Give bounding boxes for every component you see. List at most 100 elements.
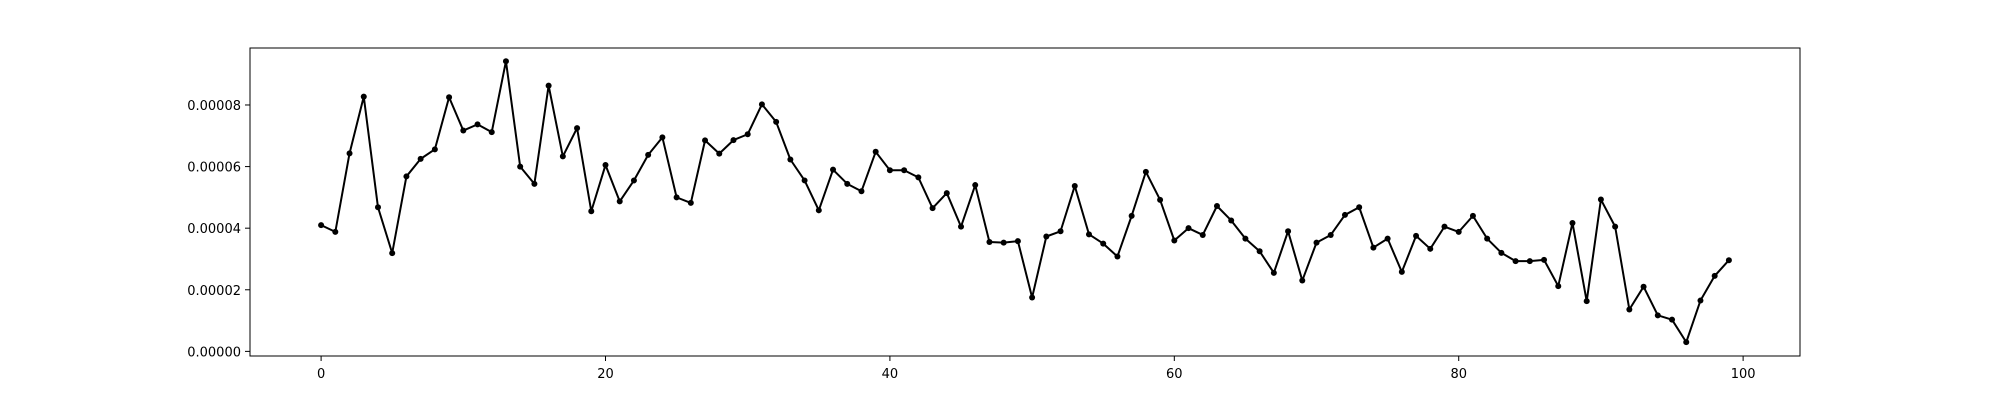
- data-point: [886, 167, 893, 174]
- data-point: [517, 163, 524, 170]
- x-tick-label: 80: [1450, 367, 1467, 382]
- data-point: [1498, 249, 1505, 256]
- data-point: [1398, 268, 1405, 275]
- data-point: [659, 134, 666, 141]
- data-point: [929, 205, 936, 212]
- data-point: [1512, 258, 1519, 265]
- data-point: [1142, 168, 1149, 175]
- data-point: [702, 137, 709, 144]
- data-point: [446, 94, 453, 101]
- data-point: [958, 223, 965, 230]
- y-axis-ticks: 0.00000 0.00002 0.00004 0.00006 0.00008: [187, 99, 250, 360]
- data-point: [502, 58, 509, 65]
- data-point: [744, 131, 751, 138]
- data-point: [403, 173, 410, 180]
- x-tick-label: 60: [1166, 367, 1183, 382]
- data-point: [574, 125, 581, 132]
- data-point: [645, 151, 652, 158]
- data-point: [1299, 277, 1306, 284]
- data-point: [1185, 225, 1192, 232]
- data-point: [1228, 217, 1235, 224]
- data-point: [1569, 219, 1576, 226]
- data-point: [1043, 233, 1050, 240]
- data-point: [858, 188, 865, 195]
- data-point: [830, 166, 837, 173]
- data-point: [1171, 237, 1178, 244]
- data-point: [1100, 240, 1107, 247]
- data-point: [844, 180, 851, 187]
- series-line: [320, 60, 1730, 344]
- data-point: [1427, 245, 1434, 252]
- data-point: [1270, 269, 1277, 276]
- data-point: [531, 180, 538, 187]
- data-point: [972, 182, 979, 189]
- data-point: [1327, 231, 1334, 238]
- data-point: [1669, 316, 1676, 323]
- data-point: [1597, 196, 1604, 203]
- data-point: [986, 239, 993, 246]
- data-point: [1356, 204, 1363, 211]
- data-point: [815, 207, 822, 214]
- y-tick-label: 0.00000: [187, 345, 241, 360]
- data-point: [360, 93, 367, 100]
- data-point: [687, 199, 694, 206]
- plot-area-frame: [249, 47, 1801, 357]
- data-point: [673, 194, 680, 201]
- y-tick-label: 0.00004: [187, 222, 241, 237]
- data-point: [943, 190, 950, 197]
- x-tick-label: 20: [597, 367, 614, 382]
- data-point: [1683, 339, 1690, 346]
- data-point: [1484, 235, 1491, 242]
- series-layer: [318, 58, 1732, 346]
- data-point: [1711, 272, 1718, 279]
- data-point: [559, 153, 566, 160]
- data-point: [1071, 182, 1078, 189]
- data-point: [1014, 238, 1021, 245]
- x-tick-label: 40: [882, 367, 899, 382]
- data-point: [417, 155, 424, 162]
- data-point: [318, 222, 325, 229]
- data-point: [1697, 297, 1704, 304]
- data-point: [1541, 256, 1548, 263]
- data-point: [1029, 294, 1036, 301]
- data-point: [1455, 228, 1462, 235]
- data-point: [801, 177, 808, 184]
- data-point: [1128, 212, 1135, 219]
- data-point: [730, 137, 737, 144]
- data-point: [488, 129, 495, 136]
- data-point: [1654, 312, 1661, 319]
- data-point: [389, 250, 396, 257]
- data-point: [773, 118, 780, 125]
- data-point: [1213, 203, 1220, 210]
- data-point: [1526, 258, 1533, 265]
- data-point: [1085, 231, 1092, 238]
- data-point: [716, 150, 723, 157]
- y-tick-label: 0.00002: [187, 284, 241, 299]
- data-point: [1441, 223, 1448, 230]
- data-point: [1555, 283, 1562, 290]
- x-tick-label: 100: [1731, 367, 1756, 382]
- data-point: [1384, 235, 1391, 242]
- data-point: [1057, 228, 1064, 235]
- data-point: [1583, 298, 1590, 305]
- data-point: [1256, 248, 1263, 255]
- data-point: [431, 146, 438, 153]
- data-point: [616, 198, 623, 205]
- data-point: [1341, 211, 1348, 218]
- data-point: [1413, 232, 1420, 239]
- data-point: [915, 174, 922, 181]
- y-tick-label: 0.00006: [187, 161, 241, 176]
- y-tick-label: 0.00008: [187, 99, 241, 114]
- data-point: [758, 101, 765, 108]
- data-point: [1000, 239, 1007, 246]
- x-axis-ticks: 0 20 40 60 80 100: [317, 356, 1756, 382]
- x-tick-label: 0: [317, 367, 325, 382]
- data-point: [630, 177, 637, 184]
- data-point: [1640, 283, 1647, 290]
- data-point: [1626, 306, 1633, 313]
- plot-area-background: [250, 48, 1800, 356]
- data-point: [1199, 231, 1206, 238]
- data-point: [1313, 239, 1320, 246]
- data-point: [1114, 253, 1121, 260]
